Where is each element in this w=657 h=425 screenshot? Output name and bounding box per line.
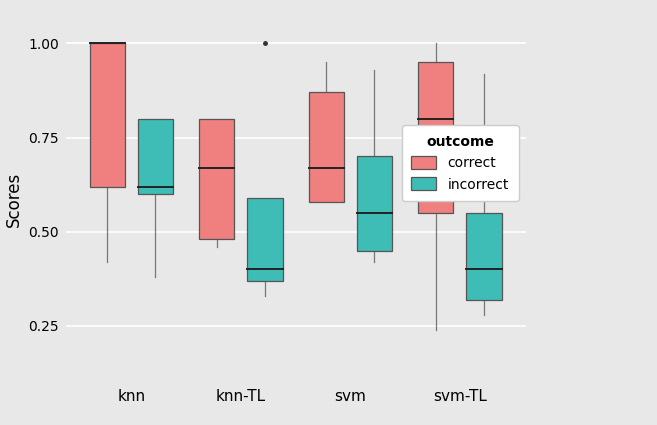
Bar: [199, 119, 235, 239]
Bar: [90, 43, 125, 187]
Bar: [419, 62, 453, 213]
Bar: [309, 92, 344, 201]
Bar: [357, 156, 392, 251]
Bar: [466, 213, 501, 300]
Y-axis label: Scores: Scores: [5, 172, 22, 227]
Legend: correct, incorrect: correct, incorrect: [401, 125, 518, 201]
Bar: [138, 119, 173, 194]
Bar: [248, 198, 283, 281]
